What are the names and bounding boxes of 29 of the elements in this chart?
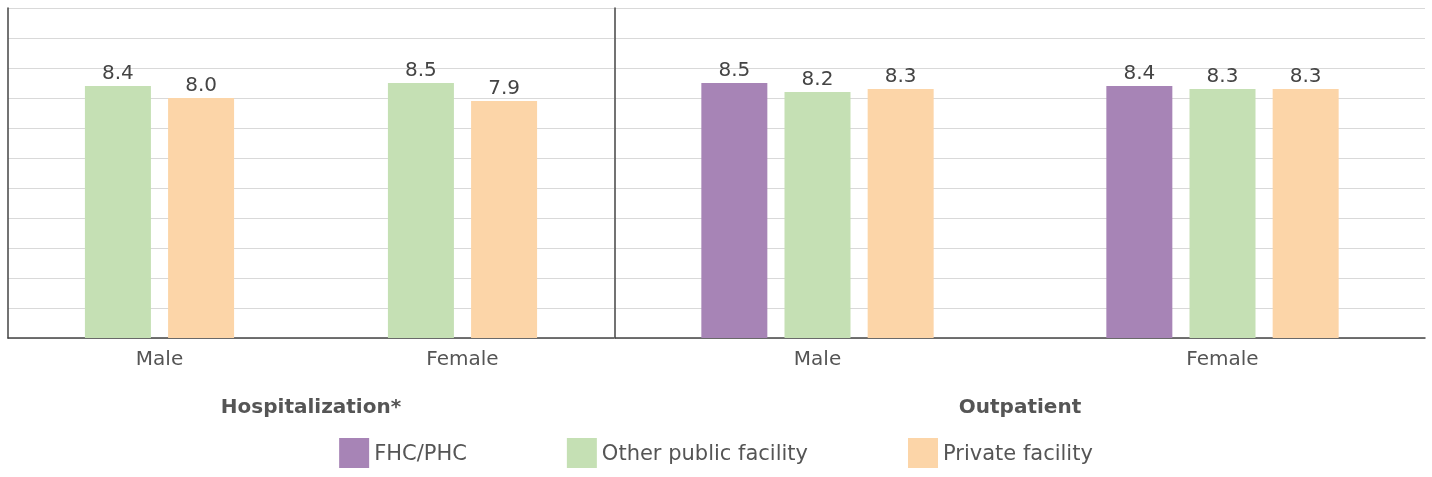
- data-label: 8.3: [884, 63, 917, 87]
- bar: [387, 83, 454, 338]
- data-label: 8.0: [185, 72, 217, 96]
- bar: [168, 98, 235, 338]
- legend-label: FHC/PHC: [374, 441, 467, 465]
- data-label: 7.9: [488, 75, 520, 99]
- x-axis-title: Hospitalization*: [220, 394, 402, 418]
- x-axis-title: Outpatient: [958, 394, 1082, 418]
- bar: [1106, 86, 1173, 338]
- data-label: 8.3: [1206, 63, 1239, 87]
- bar: [701, 83, 768, 338]
- bar: [1189, 89, 1256, 338]
- x-tick-label: Female: [1186, 346, 1259, 370]
- data-label: 8.5: [718, 57, 751, 81]
- legend-label: Private facility: [943, 441, 1093, 465]
- x-tick-label: Male: [793, 346, 842, 370]
- bar: [867, 89, 934, 338]
- data-label: 8.2: [801, 66, 834, 90]
- x-tick-label: Male: [135, 346, 184, 370]
- legend-label: Other public facility: [601, 441, 809, 465]
- data-label: 8.4: [1123, 60, 1156, 84]
- bar: [784, 92, 851, 338]
- data-label: 8.4: [102, 60, 134, 84]
- bar: [471, 101, 538, 338]
- data-label: 8.3: [1289, 63, 1322, 87]
- data-label: 8.5: [405, 57, 437, 81]
- bar: [84, 86, 151, 338]
- x-tick-label: Female: [426, 346, 499, 370]
- bar: [1272, 89, 1339, 338]
